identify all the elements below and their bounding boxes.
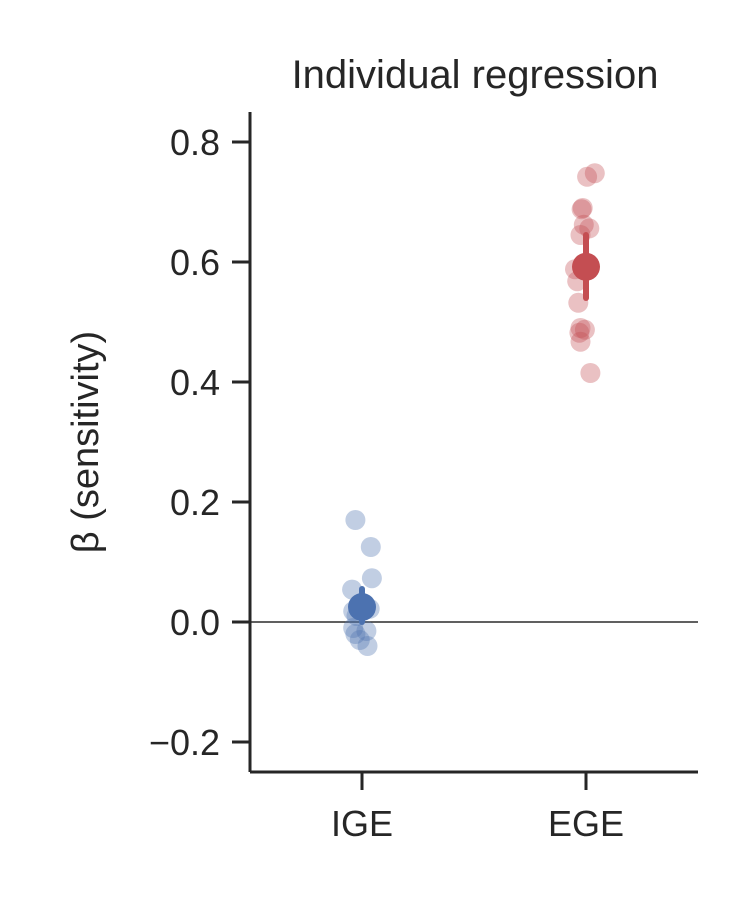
ege-data-point bbox=[580, 363, 601, 383]
ege-data-point bbox=[572, 198, 593, 218]
y-tick-label: 0.4 bbox=[170, 362, 220, 403]
y-tick-label: 0.8 bbox=[170, 122, 220, 163]
y-tick-label: 0.0 bbox=[170, 602, 220, 643]
ige-data-point bbox=[360, 537, 381, 557]
ige-data-point bbox=[356, 621, 377, 641]
ege-data-point bbox=[577, 166, 598, 187]
ige-mean-marker bbox=[348, 593, 376, 621]
y-tick-label: 0.6 bbox=[170, 242, 220, 283]
y-axis-label: β (sensitivity) bbox=[65, 331, 107, 553]
ige-data-point bbox=[345, 624, 366, 644]
ege-data-point bbox=[574, 319, 595, 340]
ige-data-point bbox=[361, 568, 382, 589]
ige-data-point bbox=[345, 510, 366, 530]
ege-data-point bbox=[571, 199, 592, 220]
chart-title: Individual regression bbox=[292, 53, 659, 97]
ege-data-point bbox=[570, 318, 591, 338]
ege-data-point bbox=[584, 163, 605, 184]
x-tick-label: IGE bbox=[331, 803, 393, 844]
y-tick-label: 0.2 bbox=[170, 482, 220, 523]
ege-data-point bbox=[569, 322, 590, 343]
y-tick-label: −0.2 bbox=[149, 722, 220, 763]
ege-mean-marker bbox=[572, 252, 600, 281]
ege-data-point bbox=[573, 214, 594, 235]
ige-data-point bbox=[343, 618, 364, 638]
ige-data-point bbox=[357, 636, 378, 656]
ige-data-point bbox=[349, 630, 370, 650]
plot-area: −0.2 0.0 0.2 0.4 0.6 0.8 IGE EGE bbox=[149, 112, 698, 844]
x-tick-label: EGE bbox=[548, 803, 624, 844]
ege-data-point bbox=[570, 331, 591, 352]
